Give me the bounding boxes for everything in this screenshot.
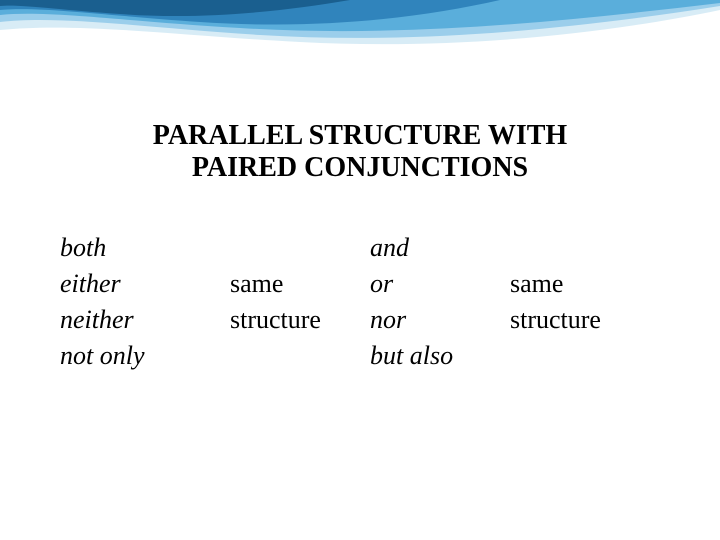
same1-row1: same (230, 266, 370, 302)
content-row-3: not only but also (60, 338, 680, 374)
right-conj-0: and (370, 230, 510, 266)
content-table: both and either same or same neither str… (60, 230, 680, 374)
left-conj-2: neither (60, 302, 230, 338)
content-row-0: both and (60, 230, 680, 266)
title-line-2: PAIRED CONJUNCTIONS (0, 152, 720, 184)
content-row-1: either same or same (60, 266, 680, 302)
left-conj-0: both (60, 230, 230, 266)
same2-row1: same (510, 266, 650, 302)
right-conj-2: nor (370, 302, 510, 338)
right-conj-3: but also (370, 338, 510, 374)
left-conj-1: either (60, 266, 230, 302)
wave-decoration (0, 0, 720, 90)
right-conj-1: or (370, 266, 510, 302)
same2-row2: structure (510, 302, 650, 338)
content-row-2: neither structure nor structure (60, 302, 680, 338)
left-conj-3: not only (60, 338, 230, 374)
slide-title: PARALLEL STRUCTURE WITH PAIRED CONJUNCTI… (0, 120, 720, 184)
same1-row2: structure (230, 302, 370, 338)
title-line-1: PARALLEL STRUCTURE WITH (0, 120, 720, 152)
